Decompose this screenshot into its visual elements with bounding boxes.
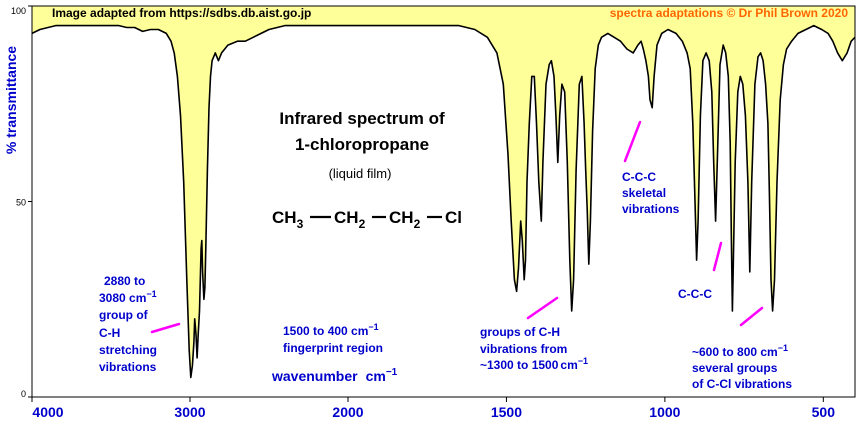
svg-text:~600 to 800 cm−1: ~600 to 800 cm−1 — [692, 343, 788, 359]
formula-ch3-sub: 3 — [297, 217, 304, 231]
formula-ch2a-sub: 2 — [359, 217, 366, 231]
pointer-ch-stretch — [150, 322, 181, 334]
formula-ch2a: CH — [334, 208, 359, 227]
annotation-ch-1300: groups of C-H vibrations from ~1300 to 1… — [480, 325, 588, 372]
x-tick-label: 4000 — [32, 404, 63, 420]
svg-text:of C-Cl vibrations: of C-Cl vibrations — [692, 377, 792, 391]
annotation-ccl: ~600 to 800 cm−1 several groups of C-Cl … — [692, 343, 792, 391]
svg-text:CH2: CH2 — [389, 208, 421, 231]
chart-title: Infrared spectrum of — [279, 109, 445, 128]
annotation-ccc: C-C-C — [678, 287, 712, 301]
x-tick-label: 2000 — [332, 404, 363, 420]
y-tick-label: 100 — [11, 6, 26, 16]
annotation-fingerprint: 1500 to 400 cm−1 fingerprint region — [283, 322, 383, 355]
spectrum-line — [31, 24, 856, 379]
x-tick-label: 1500 — [491, 404, 522, 420]
x-axis-label: wavenumber cm−1 — [271, 367, 398, 384]
svg-text:2880 to: 2880 to — [104, 274, 145, 288]
pointer-ccc-skeletal — [623, 120, 642, 163]
chart-subtitle: (liquid film) — [329, 166, 392, 181]
y-axis: 0 50 100 — [11, 5, 32, 399]
svg-text:groups of C-H: groups of C-H — [480, 325, 560, 339]
svg-text:vibrations: vibrations — [622, 202, 680, 216]
pointer-ccc — [712, 241, 723, 272]
annotation-ch-stretch: 2880 to 3080 cm−1 group of C-H stretchin… — [99, 274, 157, 374]
x-axis: 4000 3000 2000 1500 1000 500 — [31, 397, 836, 420]
y-tick-label: 50 — [16, 198, 26, 208]
y-tick-label: 0 — [21, 389, 26, 399]
structural-formula: CH3 CH2 CH2 Cl — [272, 208, 462, 231]
svg-text:CH3: CH3 — [272, 208, 304, 231]
pointer-ch-1300 — [526, 296, 559, 320]
svg-text:CH2: CH2 — [334, 208, 366, 231]
svg-text:several groups: several groups — [692, 361, 778, 375]
svg-text:stretching: stretching — [99, 343, 157, 357]
source-credit: Image adapted from https://sdbs.db.aist.… — [52, 6, 311, 20]
svg-text:1500 to 400 cm−1: 1500 to 400 cm−1 — [283, 322, 379, 338]
x-tick-label: 500 — [812, 404, 836, 420]
author-credit: spectra adaptations © Dr Phil Brown 2020 — [610, 6, 849, 20]
annotation-ccc-skeletal: C-C-C skeletal vibrations — [622, 170, 680, 216]
formula-ch3: CH — [272, 208, 297, 227]
svg-text:C-C-C: C-C-C — [678, 287, 712, 301]
formula-ch2b-sub: 2 — [414, 217, 421, 231]
svg-text:vibrations from: vibrations from — [480, 342, 567, 356]
x-tick-label: 3000 — [174, 404, 205, 420]
svg-text:fingerprint region: fingerprint region — [283, 341, 383, 355]
svg-text:skeletal: skeletal — [622, 186, 666, 200]
absorption-fill — [32, 6, 855, 378]
svg-text:C-C-C: C-C-C — [622, 170, 656, 184]
compound-name: 1-chloropropane — [295, 135, 429, 154]
pointer-ccl — [739, 306, 764, 327]
x-tick-label: 1000 — [649, 404, 680, 420]
svg-text:group of: group of — [99, 308, 149, 322]
svg-text:3080 cm−1: 3080 cm−1 — [99, 289, 157, 305]
y-axis-label: % transmittance — [3, 46, 19, 154]
svg-text:vibrations: vibrations — [99, 360, 157, 374]
svg-text:C-H: C-H — [99, 326, 120, 340]
formula-ch2b: CH — [389, 208, 414, 227]
formula-cl: Cl — [445, 208, 462, 227]
